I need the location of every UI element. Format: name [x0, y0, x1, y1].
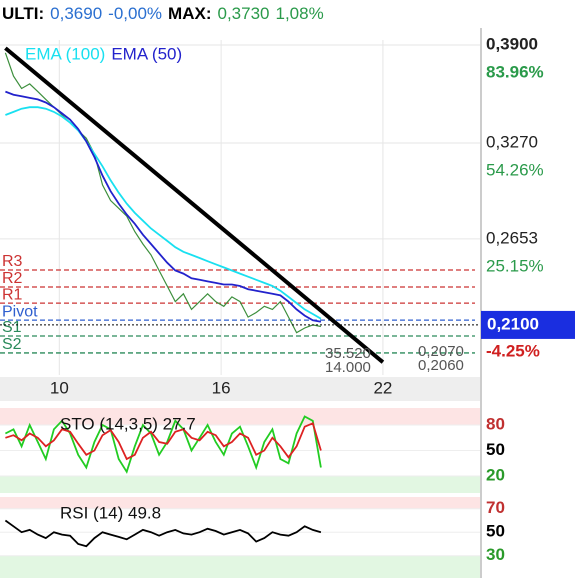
max-value: 0,3730 [217, 4, 270, 23]
y-tick-pct: 83.96% [486, 62, 544, 81]
max-change: 1,08% [275, 4, 324, 23]
series-line [4, 415, 322, 474]
legend-entry: EMA (50) [111, 44, 182, 63]
y-tick-label: 50 [486, 440, 505, 459]
panel-title: RSI (14) 49.8 [60, 503, 161, 522]
last-price-box [481, 310, 575, 339]
last-change: -0,00% [108, 4, 163, 23]
series-line [5, 422, 322, 461]
level-label: S1 [2, 319, 22, 336]
x-axis-band [0, 377, 480, 401]
max-label: MAX: [168, 4, 212, 23]
x-tick-label: 16 [212, 378, 231, 397]
level-label: Pivot [2, 303, 38, 320]
quote-bar: ULTI: 0,3690 -0,00% MAX: 0,3730 1,08% [2, 4, 330, 24]
series-line [5, 106, 322, 320]
y-tick-label: 0,3270 [486, 132, 538, 151]
y-tick-label: 70 [486, 498, 505, 517]
right-axis [480, 0, 588, 578]
y-tick-label: 0,3900 [486, 34, 538, 53]
series-line [4, 519, 322, 548]
panel-title: STO (14,3,5) 27.7 [60, 414, 196, 433]
last-price-label: 0,2100 [487, 314, 539, 333]
y-tick-label: 50 [486, 522, 505, 541]
last-price-pct: -4.25% [486, 341, 540, 360]
x-tick-label: 10 [50, 378, 69, 397]
trendline [4, 46, 385, 364]
zone [0, 497, 480, 509]
y-tick-label: 30 [486, 545, 505, 564]
series-line [5, 90, 322, 323]
last-label: ULTI: [2, 4, 45, 23]
level-label: R1 [2, 286, 23, 303]
x-tick-label: 22 [373, 378, 392, 397]
y-tick-label: 80 [486, 414, 505, 433]
level-label: R3 [2, 253, 23, 270]
y-tick-label: 20 [486, 465, 505, 484]
legend-entry: EMA (100) [25, 44, 105, 63]
book-label: 35.520 [325, 345, 371, 362]
level-label: R2 [2, 270, 23, 287]
book-label: 14.000 [325, 359, 371, 376]
level-label: S2 [2, 336, 22, 353]
book-label: 0,2060 [418, 357, 464, 374]
book-label: 0,2070 [418, 343, 464, 360]
last-value: 0,3690 [50, 4, 103, 23]
y-tick-label: 0,2653 [486, 228, 538, 247]
y-tick-pct: 54.26% [486, 160, 544, 179]
series-line [4, 52, 322, 334]
zone [0, 408, 480, 425]
zone [0, 476, 480, 493]
y-tick-pct: 25.15% [486, 256, 544, 275]
zone [0, 555, 480, 578]
